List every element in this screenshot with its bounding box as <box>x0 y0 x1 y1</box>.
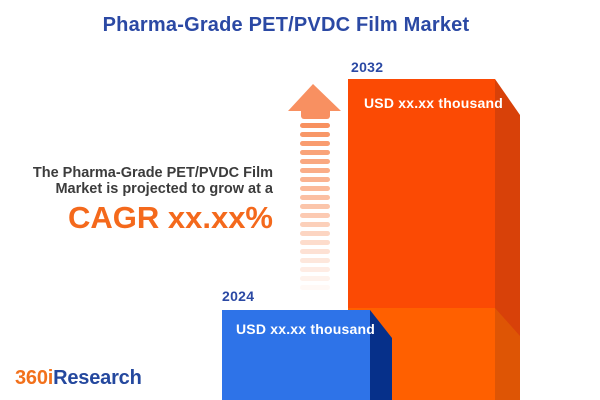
growth-arrow-stripe <box>300 240 330 245</box>
growth-arrow-stripe <box>300 168 330 173</box>
annotation-line2: Market is projected to grow at a <box>55 180 273 197</box>
growth-arrow-stripe <box>300 132 330 137</box>
annotation-line1: The Pharma-Grade PET/PVDC Film <box>32 165 273 181</box>
growth-arrow-stripe <box>300 159 330 164</box>
page-title: Pharma-Grade PET/PVDC Film Market <box>102 14 470 36</box>
bar-label-2032: 2032 <box>351 59 384 75</box>
growth-arrow-stripe <box>300 213 330 218</box>
growth-arrow-stripe <box>300 123 330 128</box>
bar-2024-side <box>370 310 392 400</box>
bar-value-2024: USD xx.xx thousand <box>236 321 375 337</box>
growth-arrow-stripe <box>300 141 330 146</box>
growth-arrow-stripe <box>300 222 330 227</box>
growth-arrow-stripe <box>300 150 330 155</box>
bar-2032-side-base <box>495 308 520 400</box>
brand-logo: 360iResearch <box>15 367 142 390</box>
growth-arrow-stripe <box>300 177 330 182</box>
growth-arrow-stripe <box>300 204 330 209</box>
bar-2024-front <box>222 310 370 400</box>
growth-arrow-stripe <box>300 195 330 200</box>
growth-arrow-icon <box>288 84 341 119</box>
cagr-value: CAGR xx.xx% <box>67 200 273 235</box>
brand-logo-research: Research <box>53 367 142 389</box>
bar-2024 <box>222 310 392 400</box>
growth-arrow-stripe <box>300 186 330 191</box>
growth-arrow-stripe <box>300 258 330 263</box>
bar-label-2024: 2024 <box>222 288 255 304</box>
growth-arrow-stripe <box>300 231 330 236</box>
growth-arrow-stripe <box>300 249 330 254</box>
growth-arrow-stripe <box>300 285 330 290</box>
annotation-block: The Pharma-Grade PET/PVDC Film Market is… <box>0 165 273 235</box>
brand-logo-360i: 360i <box>15 367 54 389</box>
growth-arrow-stripe <box>300 267 330 272</box>
growth-arrow-stripe <box>300 276 330 281</box>
growth-arrow-stub <box>301 103 330 119</box>
growth-arrow-tail <box>300 123 330 295</box>
bar-value-2032: USD xx.xx thousand <box>364 95 503 111</box>
